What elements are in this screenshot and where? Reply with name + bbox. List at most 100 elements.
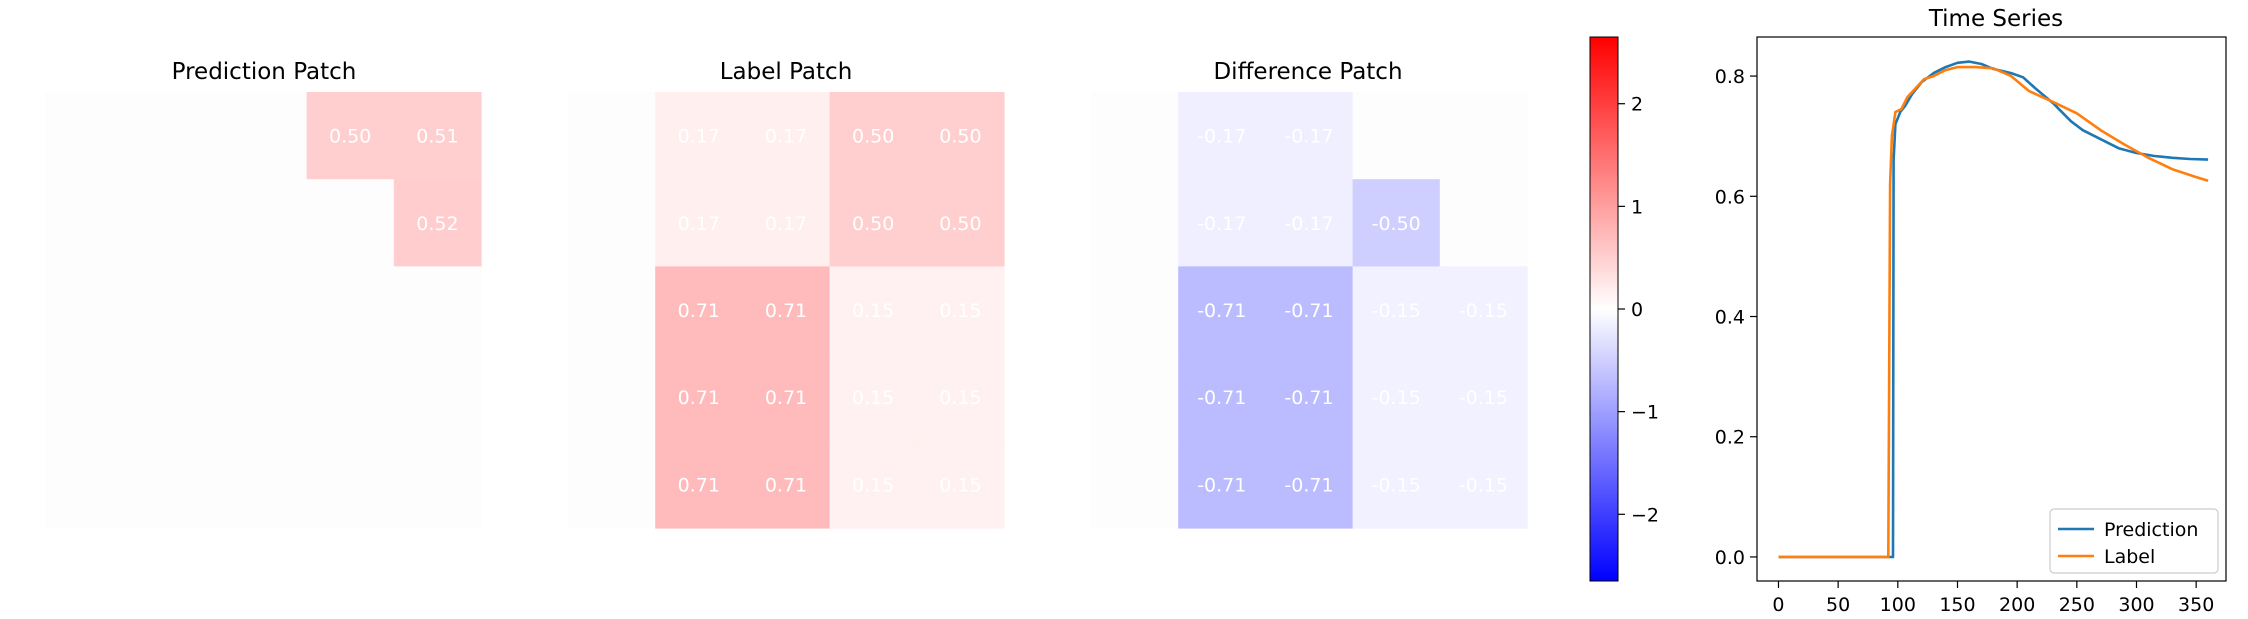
legend-label: Label	[2104, 546, 2155, 568]
heatmap-cell-label: 0.50	[329, 126, 371, 148]
heatmap-cell-label: 0.15	[852, 300, 894, 322]
heatmap-cell	[393, 92, 482, 180]
heatmap-cell	[1439, 353, 1528, 442]
heatmap-cell	[1352, 353, 1441, 442]
heatmap-cell-label: 0.71	[678, 474, 720, 496]
heatmap-cell	[655, 440, 743, 529]
x-tick-label: 100	[1880, 594, 1916, 616]
heatmap-cell	[219, 266, 308, 355]
heatmap-cell-label: -0.17	[1197, 213, 1246, 235]
heatmap-cell	[568, 179, 656, 267]
heatmap-cell-label: 0.51	[416, 126, 458, 148]
heatmap-cell	[568, 353, 656, 442]
heatmap-cell	[219, 92, 308, 180]
heatmap-cell-label: 0.17	[678, 126, 720, 148]
heatmap-cell	[45, 353, 133, 442]
heatmap-cell	[916, 266, 1005, 355]
heatmap-cell	[916, 179, 1005, 267]
heatmap-cell	[1265, 440, 1354, 529]
y-tick-label: 0.2	[1715, 427, 1745, 449]
heatmap-cell	[132, 266, 220, 355]
heatmap-cell	[219, 353, 308, 442]
heatmap-cell-label: 0.17	[678, 213, 720, 235]
heatmap-cell-label: 0.71	[678, 300, 720, 322]
series-line-label	[1778, 65, 2209, 559]
heatmap-cell-label: -0.17	[1284, 126, 1333, 148]
x-tick-label: 50	[1826, 594, 1850, 616]
colorbar-tick-label: 0	[1631, 299, 1643, 321]
heatmap-cell	[393, 353, 482, 442]
heatmap-cell	[829, 92, 918, 180]
heatmap-cell-label: 0.71	[678, 387, 720, 409]
heatmap-cell	[829, 353, 918, 442]
legend-label: Prediction	[2104, 519, 2198, 541]
heatmap-cell	[219, 440, 308, 529]
heatmap-cell	[1265, 179, 1354, 267]
heatmap-cell-label: -0.15	[1372, 300, 1421, 322]
heatmap-cell	[306, 353, 395, 442]
heatmap-cell	[829, 266, 918, 355]
heatmap-cell	[916, 92, 1005, 180]
heatmap-cell-label: -0.17	[1197, 126, 1246, 148]
heatmap-cell	[45, 266, 133, 355]
heatmap-cell	[1352, 179, 1441, 267]
heatmap-cell	[306, 440, 395, 529]
y-tick-label: 0.6	[1715, 186, 1745, 208]
heatmap-cell	[1439, 266, 1528, 355]
x-tick-label: 200	[1999, 594, 2035, 616]
heatmap-cell-label: 0.15	[939, 387, 981, 409]
x-tick-label: 300	[2118, 594, 2154, 616]
colorbar: −2 −1 0 1 2	[1589, 36, 1659, 582]
heatmap-cell	[568, 266, 656, 355]
label-patch-heatmap: 0.17 0.17 0.50 0.50 0.17 0.17 0.50 0.50 0.71 0.71…	[568, 92, 1005, 529]
x-tick-label: 350	[2178, 594, 2214, 616]
time-series-plot: 0 50 100 150 200 250 300 350 0.0 0.2 0.4 0.6 0.8 Pred…	[1715, 36, 2227, 616]
heatmap-cell-label: 0.15	[939, 474, 981, 496]
heatmap-cell	[393, 179, 482, 267]
colorbar-tick-label: −1	[1631, 402, 1659, 424]
difference-patch-heatmap: -0.17 -0.17 -0.17 -0.17 -0.50 -0.71 -0.71 -0.15…	[1091, 92, 1528, 529]
heatmap-cell-label: 0.17	[765, 126, 807, 148]
heatmap-cell	[306, 92, 395, 180]
heatmap-cell	[306, 266, 395, 355]
time-series-axes-frame	[1756, 36, 2227, 582]
heatmap-cell	[742, 440, 831, 529]
heatmap-cell	[132, 92, 220, 180]
heatmap-cell-label: 0.15	[939, 300, 981, 322]
prediction-patch-heatmap: 0.50 0.51 0.52	[45, 92, 482, 529]
heatmap-cell-label: -0.15	[1459, 387, 1508, 409]
heatmap-cell	[1178, 266, 1266, 355]
heatmap-cell	[1439, 440, 1528, 529]
heatmap-cell	[655, 266, 743, 355]
heatmap-cell-label: 0.50	[852, 213, 894, 235]
heatmap-cell	[132, 440, 220, 529]
heatmap-cell	[1178, 92, 1266, 180]
heatmap-cell	[1091, 266, 1179, 355]
heatmap-cell-label: -0.71	[1197, 474, 1246, 496]
heatmap-cell	[132, 353, 220, 442]
heatmap-cell	[1178, 353, 1266, 442]
y-tick-label: 0.4	[1715, 307, 1745, 329]
heatmap-cell-label: 0.15	[852, 387, 894, 409]
heatmap-cell	[219, 179, 308, 267]
heatmap-cell-label: -0.71	[1284, 300, 1333, 322]
y-tick-label: 0.8	[1715, 66, 1745, 88]
series-line-prediction	[1778, 60, 2209, 559]
heatmap-cell-label: 0.71	[765, 387, 807, 409]
heatmap-cell	[1439, 179, 1528, 267]
heatmap-cell	[916, 440, 1005, 529]
heatmap-cell	[742, 266, 831, 355]
heatmap-cell-label: -0.15	[1372, 387, 1421, 409]
x-tick-label: 150	[1939, 594, 1975, 616]
heatmap-cell	[1178, 179, 1266, 267]
heatmap-cell-label: -0.50	[1372, 213, 1421, 235]
heatmap-cell	[829, 440, 918, 529]
heatmap-cell	[742, 92, 831, 180]
heatmap-cell-label: 0.50	[939, 213, 981, 235]
heatmap-cell	[1352, 92, 1441, 180]
heatmap-cell	[829, 179, 918, 267]
heatmap-cell	[306, 179, 395, 267]
heatmap-cell-label: 0.71	[765, 300, 807, 322]
colorbar-gradient	[1589, 36, 1619, 582]
heatmap-cell	[655, 179, 743, 267]
